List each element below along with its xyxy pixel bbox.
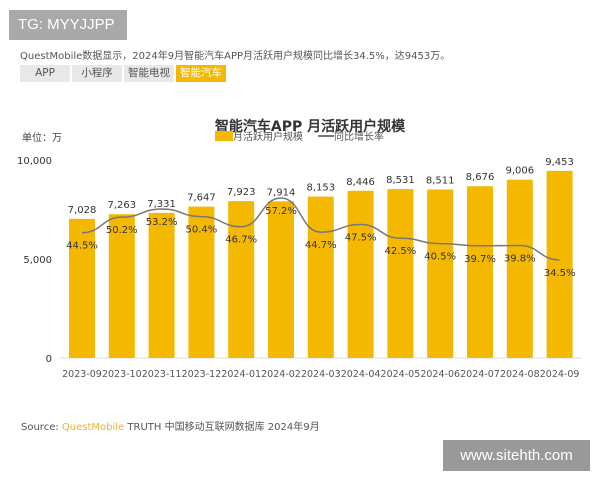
legend-line-label: 同比增长率	[334, 130, 384, 143]
y-tick-label: 10,000	[17, 156, 52, 167]
bar-value-label: 8,676	[466, 172, 495, 183]
growth-rate-label: 42.5%	[385, 246, 417, 257]
watermark: www.sitehth.com	[443, 440, 590, 471]
bar-value-label: 8,153	[306, 183, 335, 194]
growth-rate-label: 34.5%	[544, 268, 576, 279]
x-tick-label: 2024-01	[221, 369, 261, 380]
tab-bar: APP 小程序 智能电视 智能汽车	[20, 65, 226, 82]
overlay-tag: TG: MYYJJPP	[9, 10, 127, 40]
x-tick-label: 2024-06	[420, 369, 460, 380]
description: QuestMobile数据显示，2024年9月智能汽车APP月活跃用户规模同比增…	[20, 51, 451, 62]
x-tick-label: 2023-09	[62, 369, 102, 380]
growth-line	[81, 197, 560, 261]
bar-value-label: 9,453	[545, 157, 574, 168]
bar-value-label: 7,914	[267, 187, 296, 198]
tab-smart-tv[interactable]: 智能电视	[124, 65, 174, 82]
bar	[387, 189, 414, 358]
bar-value-label: 8,531	[386, 175, 415, 186]
bar	[108, 214, 135, 358]
bar	[347, 190, 374, 358]
bar-value-label: 7,331	[147, 199, 176, 210]
bar-value-label: 7,263	[107, 200, 136, 211]
tab-app[interactable]: APP	[20, 65, 70, 82]
bar	[188, 206, 215, 358]
bar-value-label: 8,446	[346, 177, 375, 188]
growth-rate-label: 50.2%	[106, 225, 138, 236]
growth-rate-label: 47.5%	[345, 233, 377, 244]
x-tick-label: 2023-11	[142, 369, 182, 380]
tab-smart-car[interactable]: 智能汽车	[176, 65, 226, 82]
bar	[307, 196, 334, 358]
bar	[546, 170, 573, 358]
bar-value-label: 9,006	[505, 166, 534, 177]
bar-value-label: 7,923	[227, 187, 256, 198]
tab-mini-program[interactable]: 小程序	[72, 65, 122, 82]
bar	[148, 212, 175, 358]
bar	[467, 186, 493, 358]
bar	[69, 218, 95, 358]
x-tick-label: 2023-12	[182, 369, 222, 380]
legend-bar-label: 月活跃用户规模	[233, 130, 303, 143]
x-tick-label: 2024-09	[540, 369, 580, 380]
x-tick-label: 2024-07	[460, 369, 500, 380]
growth-rate-label: 50.4%	[186, 225, 218, 236]
source-note: Source: QuestMobile TRUTH 中国移动互联网数据库 202…	[21, 418, 320, 433]
chart-title: 智能汽车APP 月活跃用户规模	[214, 118, 406, 135]
source-brand: QuestMobile	[61, 422, 125, 433]
growth-rate-label: 44.5%	[66, 241, 98, 252]
y-tick-label: 0	[46, 354, 52, 365]
x-tick-label: 2024-04	[341, 369, 381, 380]
bar	[427, 189, 454, 358]
growth-rate-label: 44.7%	[305, 240, 337, 251]
growth-rate-label: 46.7%	[225, 235, 257, 246]
bar	[506, 179, 533, 358]
source-rest: TRUTH 中国移动互联网数据库 2024年9月	[127, 422, 320, 433]
growth-rate-label: 53.2%	[146, 217, 178, 228]
legend-bar-swatch	[215, 131, 233, 141]
x-tick-label: 2024-02	[261, 369, 301, 380]
bar	[268, 201, 294, 358]
source-prefix: Source:	[21, 422, 59, 433]
unit-label: 单位：万	[22, 131, 62, 144]
x-tick-label: 2024-08	[500, 369, 540, 380]
bar-value-label: 7,028	[68, 205, 97, 216]
x-tick-label: 2024-03	[301, 369, 341, 380]
growth-rate-label: 40.5%	[424, 252, 456, 263]
x-tick-label: 2023-10	[102, 369, 142, 380]
growth-rate-label: 57.2%	[265, 206, 297, 217]
y-tick-label: 5,000	[23, 255, 52, 266]
bar-value-label: 7,647	[187, 193, 216, 204]
growth-rate-label: 39.7%	[464, 254, 496, 265]
growth-rate-label: 39.8%	[504, 254, 536, 265]
bar-value-label: 8,511	[426, 175, 455, 186]
x-tick-label: 2024-05	[381, 369, 421, 380]
